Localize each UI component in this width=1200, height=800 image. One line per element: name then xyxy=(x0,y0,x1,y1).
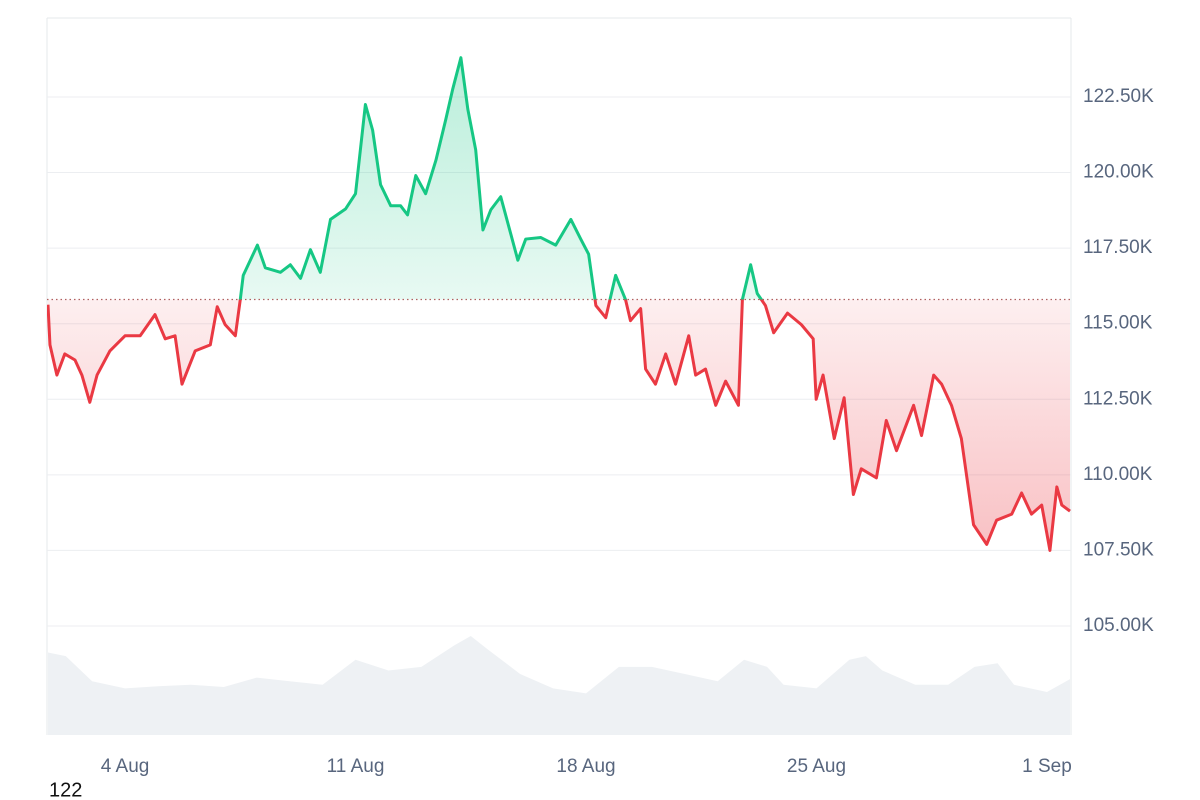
area-down xyxy=(47,299,1071,551)
y-tick-label: 120.00K xyxy=(1083,162,1154,183)
x-tick-label: 25 Aug xyxy=(787,756,846,777)
price-line-up xyxy=(238,56,764,300)
y-tick-label: 110.00K xyxy=(1083,464,1153,485)
footer-text: 122 xyxy=(49,779,82,800)
x-tick-label: 11 Aug xyxy=(327,756,385,777)
y-tick-label: 112.50K xyxy=(1083,388,1153,409)
x-tick-label: 4 Aug xyxy=(101,756,150,777)
y-tick-label: 115.00K xyxy=(1083,313,1153,334)
y-tick-label: 122.50K xyxy=(1083,86,1154,107)
y-tick-label: 107.50K xyxy=(1083,539,1154,560)
area-up xyxy=(47,57,1071,300)
volume-area xyxy=(47,636,1071,735)
y-tick-label: 105.00K xyxy=(1083,615,1154,636)
price-line-down xyxy=(47,299,1071,552)
x-tick-label: 1 Sep xyxy=(1022,756,1072,777)
x-tick-label: 18 Aug xyxy=(556,756,615,777)
y-tick-label: 117.50K xyxy=(1083,237,1153,258)
